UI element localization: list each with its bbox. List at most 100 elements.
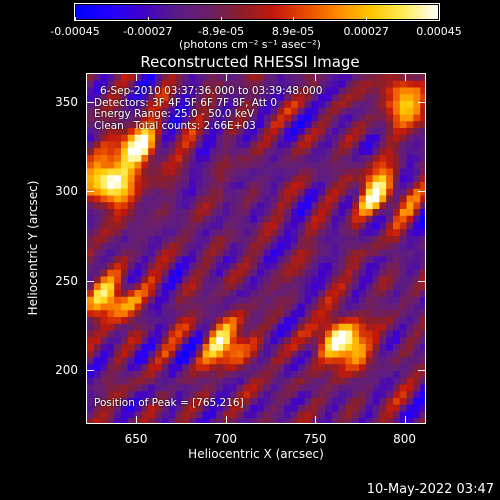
heatmap-cell [121,134,129,143]
heatmap-cell [338,134,346,143]
heatmap-cell [182,377,190,386]
heatmap-cell [406,114,414,122]
heatmap-cell [359,384,367,392]
heatmap-cell [318,418,326,423]
heatmap-cell [121,398,129,406]
heatmap-cell [291,323,299,332]
heatmap-cell [413,391,421,399]
heatmap-cell [209,202,217,210]
heatmap-cell [372,263,380,271]
heatmap-cell [311,121,319,129]
heatmap-cell [93,188,102,197]
heatmap-cell [413,202,421,210]
heatmap-cell [379,337,387,345]
heatmap-cell [229,202,238,210]
heatmap-cell [141,283,149,291]
heatmap-cell [141,411,149,419]
heatmap-cell [338,202,346,210]
heatmap-cell [243,87,251,95]
heatmap-cell [331,182,340,190]
heatmap-cell [393,323,401,332]
heatmap-cell [229,357,238,365]
y-tick [86,280,94,282]
heatmap-cell [304,87,312,95]
heatmap-cell [243,296,251,305]
heatmap-cell [386,155,394,163]
heatmap-cell [114,182,122,190]
heatmap-cell [420,283,425,291]
heatmap-cell [413,236,421,244]
heatmap-cell [359,94,367,102]
heatmap-cell [311,377,319,386]
heatmap-cell [195,74,204,82]
heatmap-cell [100,107,108,116]
heatmap-cell [107,310,115,318]
info-time-range: 6-Sep-2010 03:37:36.000 to 03:39:48.000 [100,85,323,97]
heatmap-cell [182,148,190,156]
heatmap-cell [175,323,183,332]
heatmap-cell [291,148,299,156]
heatmap-cell [148,209,156,217]
heatmap-cell [202,303,210,311]
heatmap-cell [318,371,326,379]
heatmap-cell [195,303,204,311]
heatmap-cell [331,74,340,82]
heatmap-cell [87,188,95,197]
heatmap-cell [393,87,401,95]
heatmap-cell [284,391,292,399]
heatmap-cell [345,87,353,95]
heatmap-cell [399,303,408,311]
heatmap-cell [284,337,292,345]
heatmap-cell [413,195,421,203]
heatmap-cell [93,337,102,345]
heatmap-cell [182,242,190,251]
heatmap-cell [372,283,380,291]
heatmap-cell [127,121,136,129]
heatmap-cell [257,155,265,163]
heatmap-cell [352,337,360,345]
heatmap-cell [399,256,408,264]
heatmap-cell [386,121,394,129]
heatmap-cell [359,249,367,257]
heatmap-cell [331,134,340,143]
heatmap-cell [175,384,183,392]
heatmap-cell [413,357,421,365]
heatmap-cell [338,337,346,345]
heatmap-cell [202,74,210,82]
heatmap-cell [291,114,299,122]
heatmap-cell [365,134,374,143]
heatmap-cell [243,404,251,413]
heatmap-cell [107,182,115,190]
heatmap-cell [134,256,142,264]
heatmap-cell [216,222,224,230]
heatmap-cell [399,182,408,190]
heatmap-cell [263,242,272,251]
heatmap-cell [100,114,108,122]
heatmap-cell [325,384,333,392]
heatmap-cell [386,337,394,345]
heatmap-cell [413,168,421,176]
heatmap-cell [121,222,129,230]
heatmap-cell [168,141,176,149]
heatmap-cell [134,128,142,136]
heatmap-cell [87,94,95,102]
heatmap-cell [223,182,231,190]
heatmap-cell [168,404,176,413]
heatmap-cell [189,276,197,284]
heatmap-cell [318,134,326,143]
heatmap-cell [352,155,360,163]
heatmap-cell [365,418,374,423]
heatmap-cell [87,215,95,224]
heatmap-cell [141,269,149,278]
heatmap-cell [243,263,251,271]
heatmap-cell [209,371,217,379]
heatmap-cell [304,229,312,237]
heatmap-cell [413,141,421,149]
heatmap-cell [141,209,149,217]
heatmap-cell [93,269,102,278]
heatmap-cell [134,303,142,311]
heatmap-cell [107,209,115,217]
heatmap-cell [311,283,319,291]
heatmap-cell [161,398,170,406]
heatmap-cell [229,121,238,129]
